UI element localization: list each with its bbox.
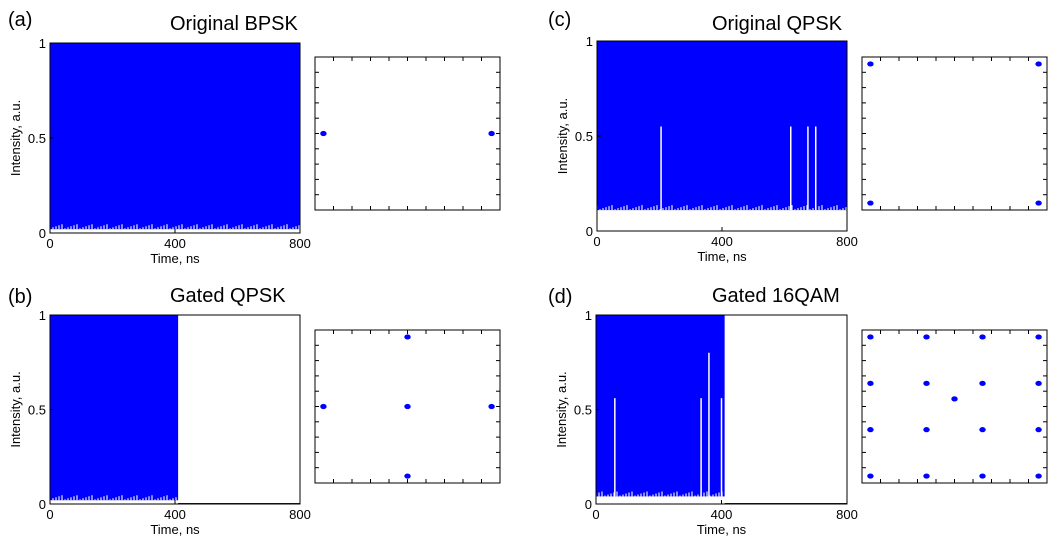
x-tick-label: 400 bbox=[164, 507, 186, 522]
y-tick-label: 0 bbox=[39, 497, 46, 512]
constellation-point bbox=[1035, 427, 1042, 433]
constellation-point bbox=[1035, 200, 1042, 206]
constellation-point bbox=[404, 473, 411, 479]
panel-letter: (c) bbox=[548, 9, 571, 31]
constellation-plot bbox=[314, 56, 501, 211]
y-axis-label: Intensity, a.u. bbox=[554, 371, 569, 447]
panel-letter: (b) bbox=[8, 286, 32, 308]
signal-envelope bbox=[50, 315, 179, 501]
constellation-plot bbox=[314, 329, 501, 484]
x-axis-label: Time, ns bbox=[697, 522, 747, 537]
constellation-point bbox=[1035, 473, 1042, 479]
panel-d: (d) Gated 16QAM 0 400 800 0 0.5 1 Time, ns Intens… bbox=[548, 285, 1048, 537]
x-tick-label: 800 bbox=[289, 236, 311, 251]
x-tick-label: 800 bbox=[836, 507, 858, 522]
panel-b: (b) Gated QPSK 0 400 800 0 0.5 1 Time, ns Intensi… bbox=[8, 285, 501, 537]
constellation-point bbox=[1035, 334, 1042, 340]
constellation-point bbox=[488, 130, 495, 137]
y-tick-label: 0 bbox=[586, 224, 593, 239]
constellation-point bbox=[923, 427, 930, 433]
time-plot: 0 400 800 0 0.5 1 Time, ns Intensity, a.u. bbox=[555, 34, 858, 264]
time-plot: 0 400 800 0 0.5 1 Time, ns Intensity, a.u. bbox=[8, 308, 311, 537]
constellation-point bbox=[404, 334, 411, 340]
constellation-point bbox=[867, 427, 874, 433]
y-tick-label: 0.5 bbox=[575, 129, 593, 144]
panel-letter: (a) bbox=[8, 9, 32, 31]
y-tick-label: 1 bbox=[39, 308, 46, 323]
constellation-point bbox=[867, 200, 874, 206]
constellation-point bbox=[923, 334, 930, 340]
constellation-point bbox=[320, 130, 327, 137]
panel-letter: (d) bbox=[548, 286, 572, 308]
x-tick-label: 400 bbox=[164, 236, 186, 251]
panel-title: Original BPSK bbox=[170, 13, 298, 35]
x-tick-label: 0 bbox=[593, 234, 600, 249]
y-tick-label: 0 bbox=[39, 226, 46, 241]
signal-envelope bbox=[50, 43, 300, 230]
x-tick-label: 400 bbox=[711, 507, 733, 522]
y-tick-label: 0.5 bbox=[574, 403, 592, 418]
time-plot: 0 400 800 0 0.5 1 Time, ns Intensity, a.u. bbox=[8, 36, 311, 266]
constellation-point bbox=[867, 473, 874, 479]
constellation-point bbox=[488, 403, 495, 410]
constellation-point bbox=[404, 403, 411, 410]
plot-background bbox=[862, 57, 1047, 210]
panel-title: Original QPSK bbox=[712, 13, 843, 35]
constellation-point bbox=[979, 427, 986, 433]
y-axis-label: Intensity, a.u. bbox=[8, 371, 23, 447]
constellation-point bbox=[867, 61, 874, 67]
constellation-point bbox=[1035, 380, 1042, 386]
y-tick-label: 0.5 bbox=[28, 131, 46, 146]
x-tick-label: 0 bbox=[46, 507, 53, 522]
constellation-point bbox=[320, 403, 327, 410]
panel-a: (a) Original BPSK 0 400 800 0 0.5 1 Time, ns Inte… bbox=[8, 9, 501, 266]
constellation-point bbox=[951, 396, 958, 402]
constellation-plot bbox=[861, 56, 1048, 211]
constellation-point bbox=[979, 473, 986, 479]
x-tick-label: 400 bbox=[711, 234, 733, 249]
x-tick-label: 0 bbox=[592, 507, 599, 522]
constellation-point bbox=[867, 334, 874, 340]
constellation-point bbox=[923, 473, 930, 479]
plot-background bbox=[862, 330, 1047, 483]
constellation-point bbox=[979, 334, 986, 340]
constellation-point bbox=[923, 380, 930, 386]
x-tick-label: 800 bbox=[289, 507, 311, 522]
panel-title: Gated QPSK bbox=[170, 285, 286, 307]
time-plot: 0 400 800 0 0.5 1 Time, ns Intensity, a.u. bbox=[554, 308, 858, 537]
x-tick-label: 0 bbox=[46, 236, 53, 251]
y-tick-label: 0.5 bbox=[28, 403, 46, 418]
y-tick-label: 1 bbox=[586, 34, 593, 49]
constellation-plot bbox=[861, 329, 1048, 484]
y-tick-label: 1 bbox=[585, 308, 592, 323]
panel-c: (c) Original QPSK 0 400 800 0 0.5 1 Time, ns Inte… bbox=[548, 9, 1048, 264]
x-axis-label: Time, ns bbox=[150, 251, 200, 266]
x-axis-label: Time, ns bbox=[697, 249, 747, 264]
signal-envelope bbox=[596, 315, 725, 497]
plot-background bbox=[315, 57, 500, 210]
panel-title: Gated 16QAM bbox=[712, 285, 840, 307]
y-axis-label: Intensity, a.u. bbox=[555, 98, 570, 174]
y-tick-label: 0 bbox=[585, 497, 592, 512]
constellation-point bbox=[867, 380, 874, 386]
constellation-point bbox=[979, 380, 986, 386]
x-axis-label: Time, ns bbox=[150, 522, 200, 537]
y-tick-label: 1 bbox=[39, 36, 46, 51]
x-tick-label: 800 bbox=[836, 234, 858, 249]
signal-envelope bbox=[597, 41, 847, 211]
constellation-point bbox=[1035, 61, 1042, 67]
y-axis-label: Intensity, a.u. bbox=[8, 100, 23, 176]
